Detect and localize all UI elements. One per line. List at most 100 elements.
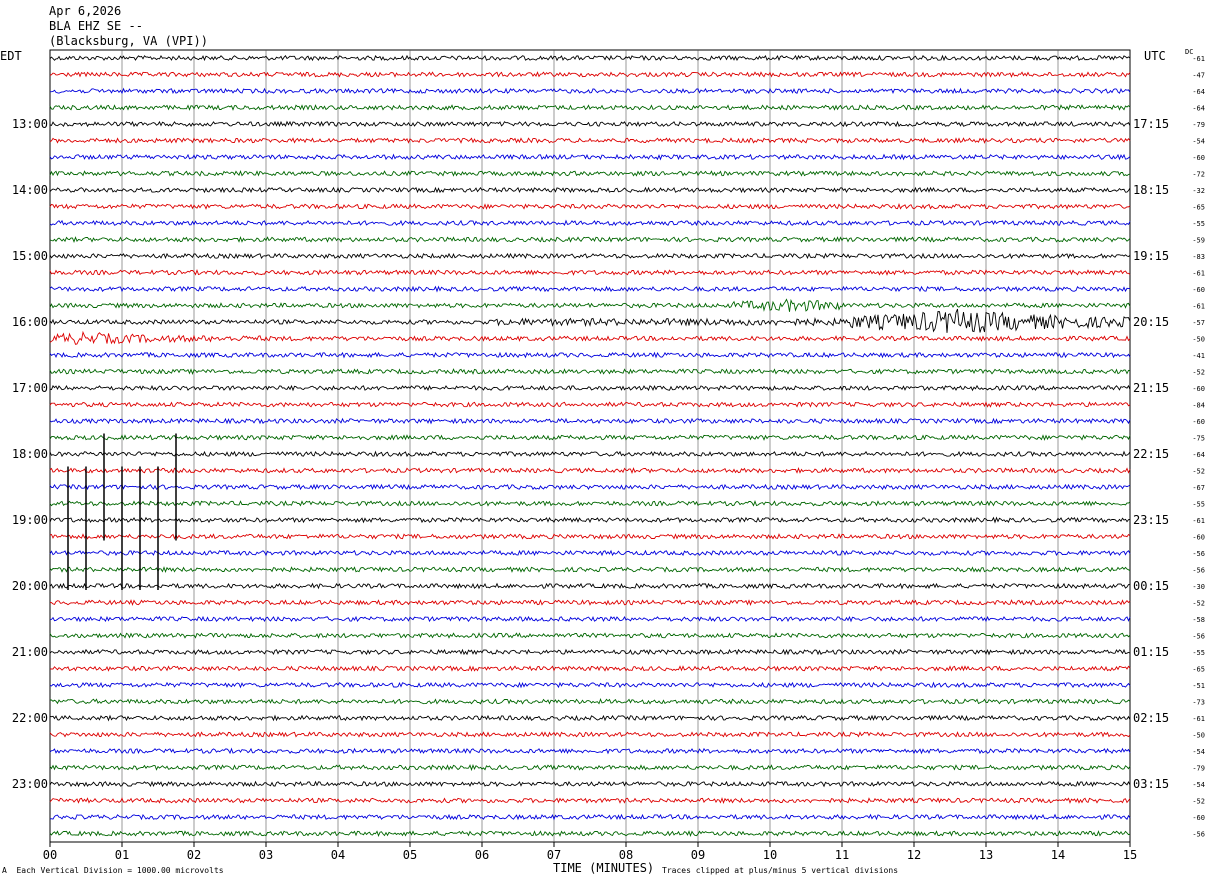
trace-row (50, 698, 1131, 705)
dc-offset-label: -56 (1192, 831, 1205, 839)
trace-row (49, 285, 1131, 293)
x-tick-label: 07 (547, 848, 561, 862)
dc-offset-label: -61 (1192, 715, 1205, 723)
right-hour-label: 19:15 (1133, 249, 1169, 263)
x-tick-label: 12 (907, 848, 921, 862)
trace-row (49, 120, 1131, 128)
trace-group (49, 54, 1131, 838)
dc-offset-label: -60 (1192, 286, 1205, 294)
footer-clip-note: Traces clipped at plus/minus 5 vertical … (662, 866, 899, 875)
trace-row (49, 582, 1130, 590)
dc-offset-label: -54 (1192, 138, 1205, 146)
x-axis-title: TIME (MINUTES) (553, 861, 655, 875)
trace-row (49, 219, 1131, 227)
trace-row (49, 632, 1131, 639)
dc-offset-label: -52 (1192, 369, 1205, 377)
trace-row (49, 252, 1131, 260)
trace-row (49, 797, 1131, 805)
left-hour-label: 16:00 (12, 315, 48, 329)
footer-scale-text: Each Vertical Division = 1000.00 microvo… (16, 866, 224, 875)
trace-row (49, 499, 1131, 507)
trace-row (49, 384, 1131, 392)
dc-offset-label: -84 (1192, 402, 1205, 410)
dc-offset-label: -52 (1192, 468, 1205, 476)
dc-offset-label: -72 (1192, 171, 1205, 179)
dc-offset-label: -56 (1192, 550, 1205, 558)
dc-offset-label: -60 (1192, 418, 1205, 426)
trace-row (49, 714, 1131, 722)
trace-row (49, 104, 1131, 111)
trace-row (49, 483, 1131, 491)
dc-offset-label: -52 (1192, 600, 1205, 608)
dc-offset-label: -61 (1192, 303, 1205, 311)
dc-offset-label: -61 (1192, 517, 1205, 525)
dc-offset-label: -55 (1192, 501, 1205, 509)
trace-row (49, 731, 1131, 738)
trace-row (49, 87, 1131, 95)
right-hour-label: 03:15 (1133, 777, 1169, 791)
dc-offset-label: -56 (1192, 567, 1205, 575)
left-hour-label: 20:00 (12, 579, 48, 593)
x-tick-label: 05 (403, 848, 417, 862)
right-hour-label: 20:15 (1133, 315, 1169, 329)
dc-offset-label: -47 (1192, 72, 1205, 80)
trace-row (49, 813, 1131, 821)
left-hour-label: 13:00 (12, 117, 48, 131)
trace-row (49, 648, 1131, 656)
left-hour-label: 18:00 (12, 447, 48, 461)
dc-offset-label: -55 (1192, 649, 1205, 657)
dc-offset-label: -79 (1192, 765, 1205, 773)
trace-row (49, 549, 1131, 557)
left-hour-label: 17:00 (12, 381, 48, 395)
dc-offset-label: -61 (1192, 55, 1205, 63)
right-hour-label: 01:15 (1133, 645, 1169, 659)
dc-offset-label: -60 (1192, 385, 1205, 393)
dc-offset-label: -64 (1192, 105, 1205, 113)
trace-row (49, 665, 1131, 672)
plot-frame (49, 49, 1131, 843)
x-tick-label: 09 (691, 848, 705, 862)
right-timezone-label: UTC (1144, 49, 1166, 63)
trace-row (49, 417, 1131, 425)
dc-offset-label: -55 (1192, 220, 1205, 228)
dc-offset-label: -65 (1192, 666, 1205, 674)
right-hour-label: 23:15 (1133, 513, 1169, 527)
trace-row (49, 203, 1131, 210)
trace-row (49, 186, 1131, 194)
trace-row (49, 71, 1131, 78)
header-location: (Blacksburg, VA (VPI)) (49, 34, 208, 48)
x-tick-label: 03 (259, 848, 273, 862)
left-hour-label: 22:00 (12, 711, 48, 725)
trace-row (49, 681, 1131, 689)
right-hour-label: 22:15 (1133, 447, 1169, 461)
x-tick-label: 04 (331, 848, 345, 862)
trace-row (49, 434, 1131, 441)
x-tick-label: 08 (619, 848, 633, 862)
x-tick-label: 06 (475, 848, 489, 862)
dc-offset-label: -73 (1192, 699, 1205, 707)
left-hour-label: 21:00 (12, 645, 48, 659)
footer-scale-note: A Each Vertical Division = 1000.00 micro… (2, 866, 224, 875)
chart-grid (49, 49, 1131, 843)
right-hour-label: 18:15 (1133, 183, 1169, 197)
x-tick-label: 01 (115, 848, 129, 862)
dc-offset-label: -60 (1192, 154, 1205, 162)
dc-offset-label: -60 (1192, 534, 1205, 542)
dc-offset-header: DC (1185, 48, 1194, 56)
footer-glyph: A (2, 866, 7, 875)
dc-offset-label: -61 (1192, 270, 1205, 278)
header-station: BLA EHZ SE -- (49, 19, 143, 33)
trace-row (49, 368, 1131, 375)
dc-offset-label: -52 (1192, 798, 1205, 806)
dc-offset-label: -83 (1192, 253, 1205, 261)
trace-row (49, 308, 1131, 333)
x-tick-label: 15 (1123, 848, 1137, 862)
x-tick-label: 10 (763, 848, 777, 862)
trace-row (49, 236, 1131, 243)
dc-offset-label: -60 (1192, 814, 1205, 822)
trace-row (49, 153, 1131, 161)
x-tick-label: 02 (187, 848, 201, 862)
right-hour-label: 17:15 (1133, 117, 1169, 131)
spike-group (67, 433, 177, 590)
